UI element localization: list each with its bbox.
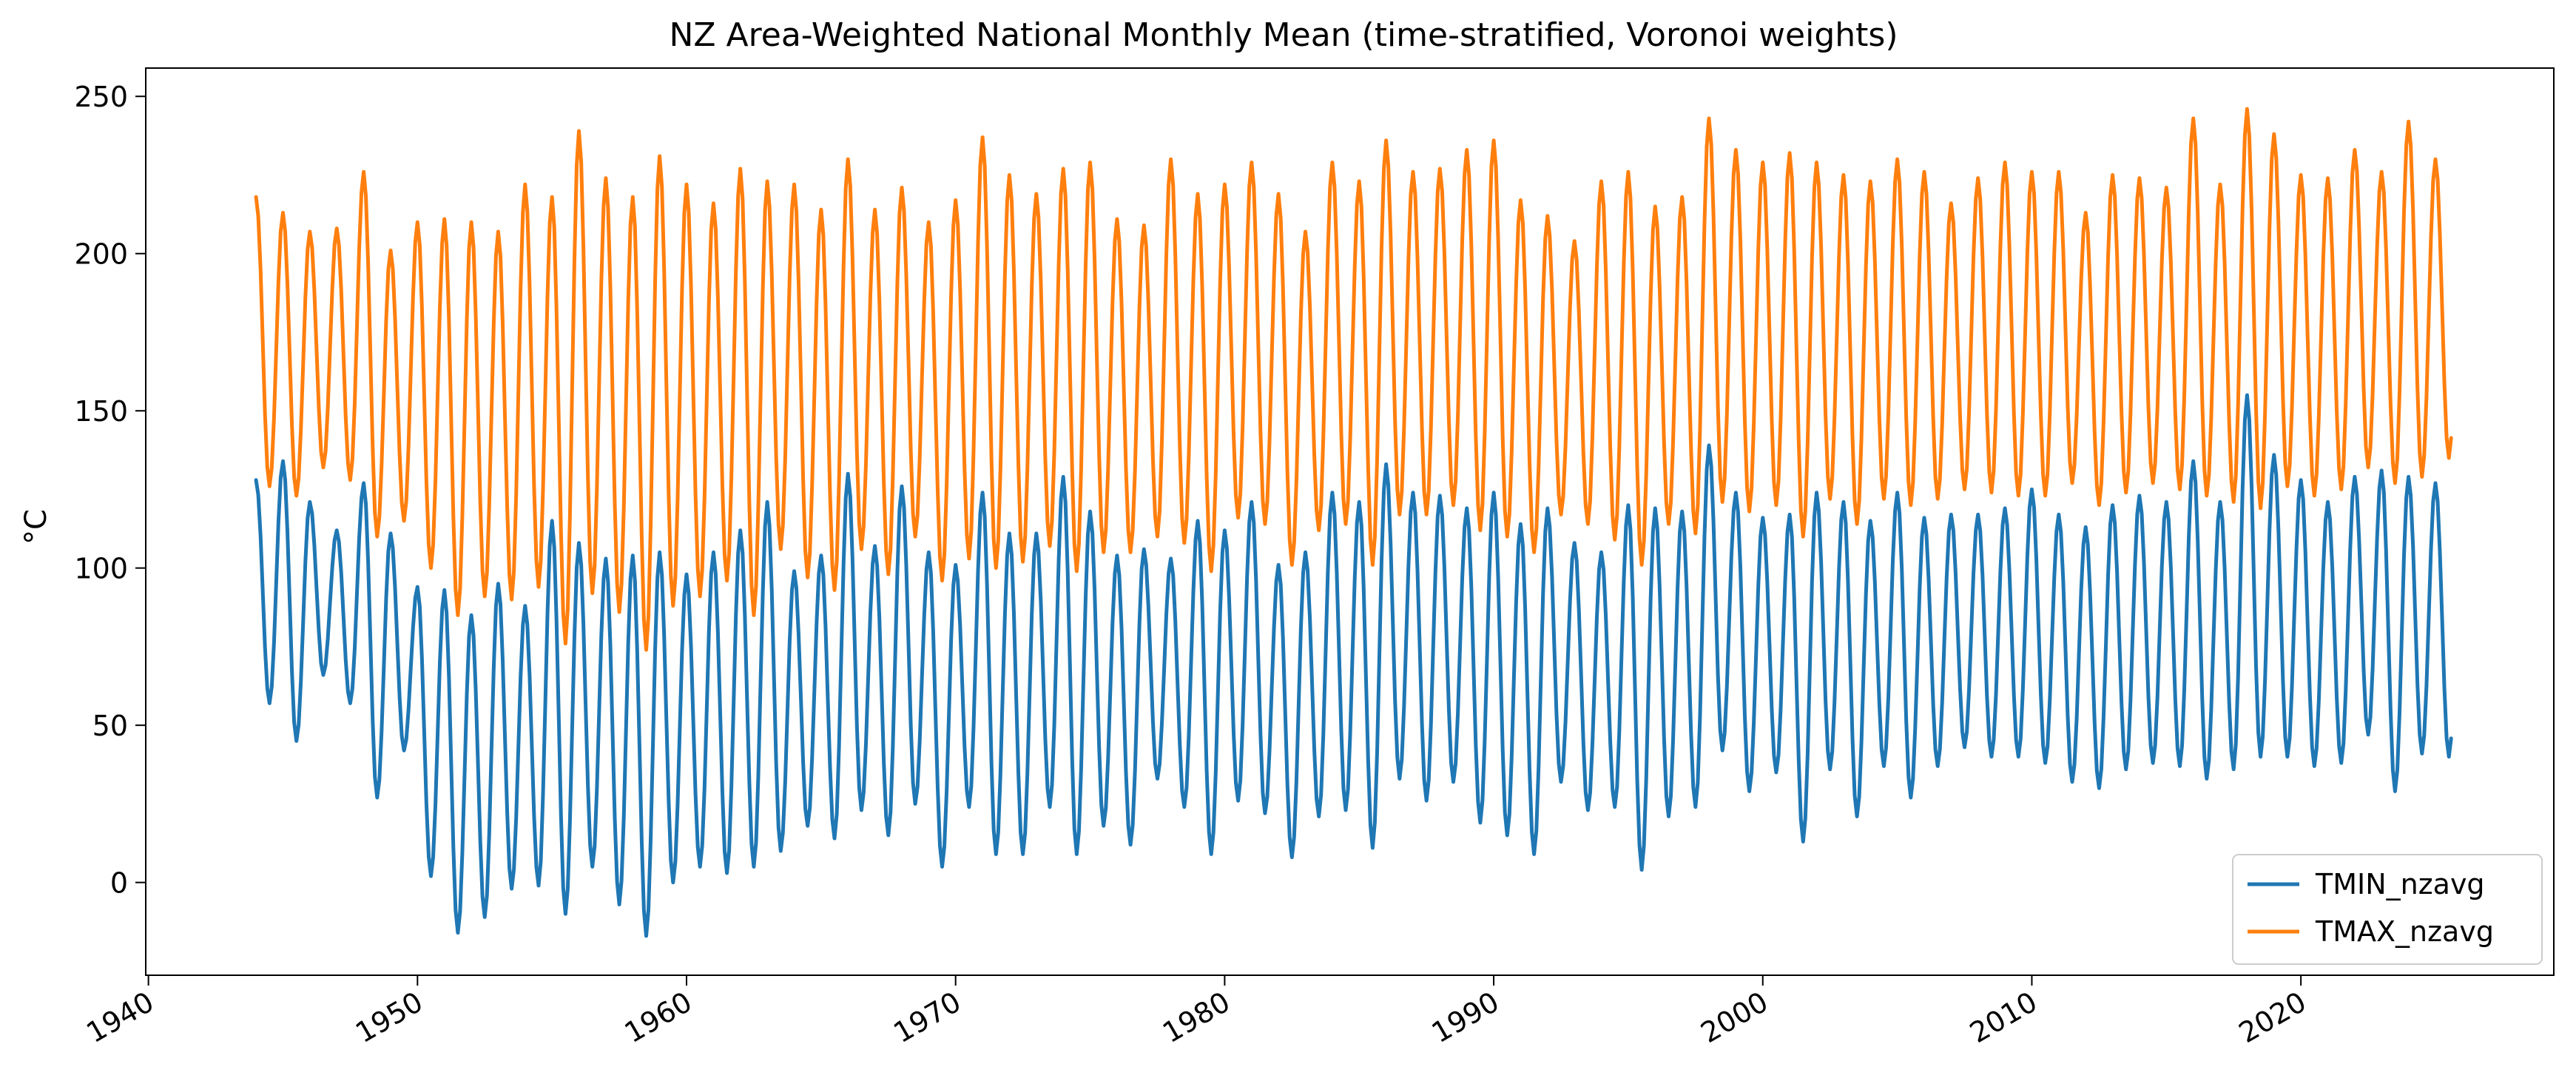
series-line-TMIN_nzavg — [254, 393, 2453, 938]
y-tick-label: 250 — [74, 81, 128, 113]
y-tick-label: 150 — [74, 395, 128, 428]
chart-title: NZ Area-Weighted National Monthly Mean (… — [670, 16, 1898, 54]
y-tick-label: 0 — [110, 867, 128, 900]
y-tick-label: 50 — [92, 710, 128, 742]
axes-frame — [145, 67, 2555, 976]
legend: TMIN_nzavg TMAX_nzavg — [2232, 854, 2543, 965]
legend-label-TMIN_nzavg: TMIN_nzavg — [2315, 868, 2485, 900]
y-axis-label: °C — [19, 509, 53, 545]
legend-box — [2232, 854, 2543, 965]
y-tick-label: 100 — [74, 553, 128, 585]
plot-area — [254, 107, 2453, 938]
series-line-TMAX_nzavg — [254, 107, 2453, 652]
legend-label-TMAX_nzavg: TMAX_nzavg — [2315, 915, 2494, 948]
y-tick-label: 200 — [74, 238, 128, 271]
